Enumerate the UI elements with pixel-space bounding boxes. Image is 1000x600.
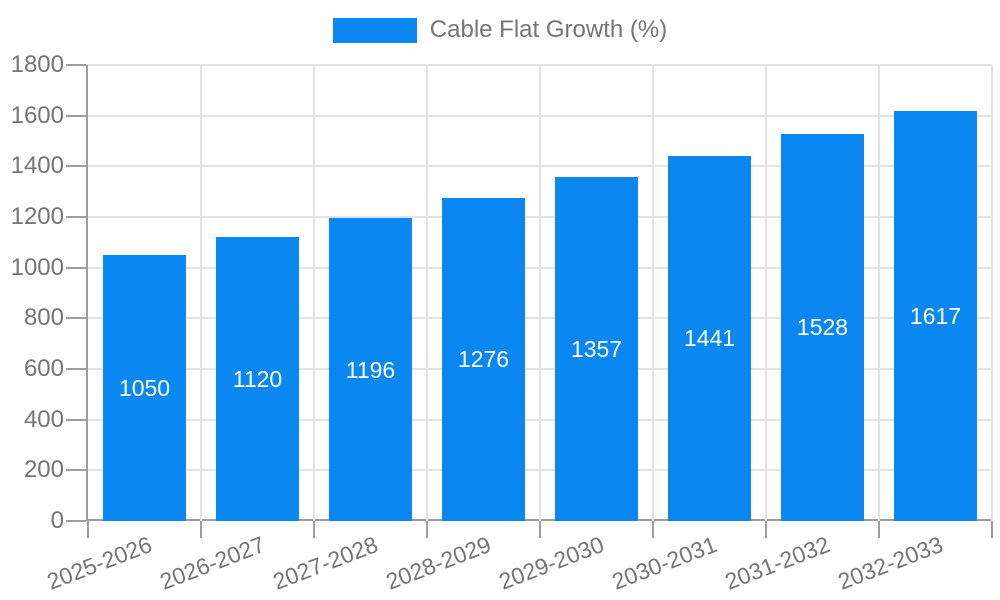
v-gridline: [878, 65, 880, 521]
x-axis-tick: [991, 521, 993, 538]
v-gridline: [539, 65, 541, 521]
plot-area: 1050 1120 1196 1276 1357 1441 1528 1617: [66, 64, 993, 538]
v-gridline: [426, 65, 428, 521]
y-tick-label: 1400: [10, 152, 64, 180]
y-tick-label: 200: [23, 456, 64, 484]
y-tick-label: 1200: [10, 203, 64, 230]
x-axis-tick: [87, 521, 89, 538]
bar: 1441: [668, 155, 751, 521]
v-gridline: [200, 65, 202, 521]
x-axis-tick: [878, 521, 880, 538]
v-gridline: [313, 65, 315, 521]
y-axis-tick: [66, 418, 86, 421]
bar: 1276: [442, 197, 525, 521]
bar-value-label: 1617: [909, 303, 962, 330]
x-axis-tick: [765, 521, 767, 538]
bar: 1120: [216, 237, 299, 521]
x-axis-tick: [200, 521, 202, 538]
bar: 1357: [555, 177, 638, 521]
bar: 1196: [329, 218, 412, 521]
y-axis-tick: [66, 368, 86, 370]
bar-value-label: 1120: [232, 366, 283, 393]
bar: 1617: [894, 111, 977, 521]
v-gridline: [652, 65, 654, 521]
bar-value-label: 1050: [118, 375, 171, 401]
y-axis-tick: [66, 317, 86, 320]
bar: 1050: [103, 255, 186, 521]
legend: Cable Flat Growth (%): [0, 16, 1000, 44]
y-axis-tick: [66, 216, 86, 218]
y-tick-label: 1000: [10, 253, 64, 281]
bar-value-label: 1528: [796, 314, 849, 341]
y-axis-tick: [66, 64, 86, 66]
v-gridline: [765, 65, 767, 521]
v-gridline: [991, 65, 993, 521]
y-tick-label: 600: [23, 355, 64, 382]
y-tick-label: 800: [23, 304, 64, 332]
bar-value-label: 1276: [457, 346, 510, 373]
y-axis-tick: [66, 165, 86, 168]
y-tick-label: 1800: [10, 51, 64, 78]
legend-swatch: [332, 17, 417, 43]
legend-label: Cable Flat Growth (%): [429, 16, 668, 43]
x-axis-tick: [652, 521, 654, 538]
y-axis-tick: [66, 266, 86, 269]
bar-value-label: 1357: [570, 336, 623, 363]
bar: 1528: [781, 133, 864, 521]
y-tick-label: 400: [23, 405, 64, 433]
bar-value-label: 1441: [683, 325, 736, 352]
x-axis-tick: [539, 521, 541, 538]
x-axis-tick: [426, 521, 428, 538]
y-axis-line: [86, 65, 88, 521]
y-axis-tick: [66, 114, 86, 117]
y-tick-label: 1600: [10, 101, 64, 129]
y-tick-label: 0: [50, 507, 64, 534]
bar-value-label: 1196: [345, 356, 396, 383]
y-axis-tick: [66, 520, 86, 522]
x-axis-tick: [313, 521, 315, 538]
y-axis-tick: [66, 469, 86, 472]
